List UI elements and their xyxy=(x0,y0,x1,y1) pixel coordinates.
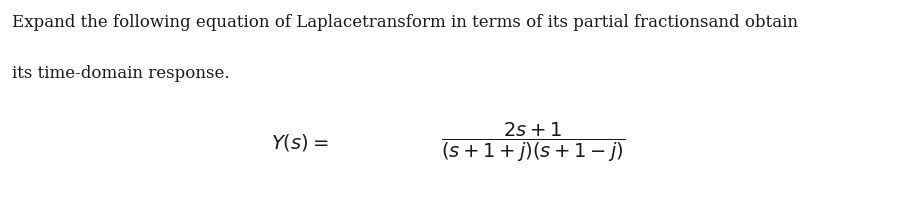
Text: $Y(s)=$: $Y(s)=$ xyxy=(271,132,329,153)
Text: Expand the following equation of Laplacetransform in terms of its partial fracti: Expand the following equation of Laplace… xyxy=(12,14,798,31)
Text: $\dfrac{2s+1}{(s+1+j)(s+1-j)}$: $\dfrac{2s+1}{(s+1+j)(s+1-j)}$ xyxy=(441,121,625,164)
Text: its time-domain response.: its time-domain response. xyxy=(12,65,230,82)
